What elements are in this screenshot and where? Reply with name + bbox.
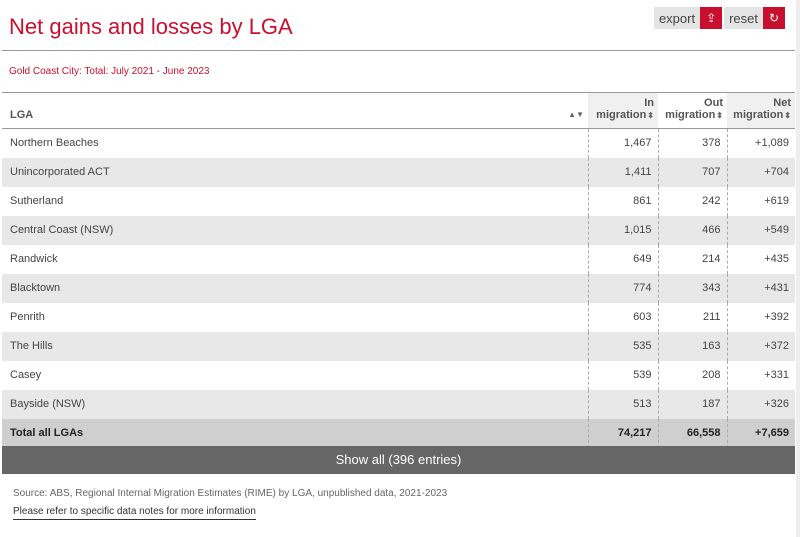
cell-out: 343 [657,273,727,303]
table-row: Unincorporated ACT 1,411 707 +704 [2,157,795,187]
cell-in: 513 [587,389,658,419]
table-row: Randwick 649 214 +435 [2,244,795,274]
cell-net: +704 [726,157,795,187]
cell-net: +431 [726,273,795,303]
lga-table: LGA ▲▼ In migration⬍ Out migration⬍ Net migr… [2,92,795,448]
cell-net: +331 [726,360,795,390]
cell-lga: Sutherland [10,195,64,207]
cell-in: 649 [587,244,658,274]
cell-net: +372 [726,331,795,361]
cell-out: 163 [657,331,727,361]
scrollbar[interactable] [796,0,800,537]
cell-net: +619 [726,186,795,216]
cell-in: 1,015 [587,215,658,245]
cell-net: +392 [726,302,795,332]
cell-in: 535 [587,331,658,361]
table-row: Sutherland 861 242 +619 [2,186,795,216]
cell-out: 378 [657,128,727,158]
header-label: Net [773,97,791,109]
cell-out: 707 [657,157,727,187]
reset-button[interactable]: reset ↻ [724,7,785,29]
cell-net: +549 [726,215,795,245]
table-row: Central Coast (NSW) 1,015 466 +549 [2,215,795,245]
header-label: Out [704,97,723,109]
sort-icon[interactable]: ▲▼ [568,109,584,119]
export-icon: ⇪ [700,7,723,29]
cell-out: 211 [657,302,727,332]
total-row: Total all LGAs 74,217 66,558 +7,659 [2,418,795,448]
cell-net: +326 [726,389,795,419]
divider [2,50,795,51]
cell-lga: The Hills [10,340,53,352]
header-label: migration [665,109,716,121]
column-header-lga[interactable]: LGA ▲▼ [2,93,588,129]
cell-lga: Casey [10,369,42,381]
sort-icon[interactable]: ⬍ [716,111,723,120]
table-row: Blacktown 774 343 +431 [2,273,795,303]
cell-lga: Randwick [10,253,58,265]
column-header-out[interactable]: Out migration⬍ [658,92,727,129]
export-button[interactable]: export ⇪ [653,7,723,29]
cell-in: 603 [587,302,658,332]
cell-net: +435 [726,244,795,274]
cell-lga: Blacktown [10,282,61,294]
cell-in: 861 [587,186,658,216]
cell-net: +1,089 [726,128,795,158]
table-row: Casey 539 208 +331 [2,360,795,390]
column-header-net[interactable]: Net migration⬍ [727,92,795,129]
cell-lga: Unincorporated ACT [10,166,110,178]
header-label: In [644,97,654,109]
cell-out: 66,558 [657,418,727,448]
cell-in: 1,411 [587,157,658,187]
show-all-button[interactable]: Show all (396 entries) [2,446,795,474]
reset-label: reset [729,10,758,26]
cell-lga: Penrith [10,311,45,323]
toolbar: export ⇪ reset ↻ [653,7,785,29]
cell-out: 214 [657,244,727,274]
cell-net: +7,659 [726,418,795,448]
reset-icon: ↻ [763,7,785,29]
cell-out: 466 [657,215,727,245]
table-row: The Hills 535 163 +372 [2,331,795,361]
cell-in: 539 [587,360,658,390]
column-header-in[interactable]: In migration⬍ [588,92,658,129]
cell-out: 208 [657,360,727,390]
cell-in: 774 [587,273,658,303]
sort-icon[interactable]: ⬍ [784,111,791,120]
cell-lga: Total all LGAs [10,427,84,439]
cell-lga: Northern Beaches [10,137,99,150]
cell-out: 187 [657,389,727,419]
header-label: LGA [10,108,34,121]
export-label: export [658,10,696,26]
page-title: Net gains and losses by LGA [9,14,293,39]
cell-out: 242 [657,186,727,216]
table-row: Northern Beaches 1,467 378 +1,089 [2,128,795,158]
table-row: Bayside (NSW) 513 187 +326 [2,389,795,419]
cell-lga: Bayside (NSW) [10,398,86,410]
cell-lga: Central Coast (NSW) [10,224,114,236]
cell-in: 74,217 [587,418,658,448]
table-row: Penrith 603 211 +392 [2,302,795,332]
data-notes-link[interactable]: Please refer to specific data notes for … [13,506,256,520]
header-label: migration [596,109,647,121]
source-text: Source: ABS, Regional Internal Migration… [13,488,448,499]
cell-in: 1,467 [587,128,658,158]
header-label: migration [733,109,784,121]
subtitle: Gold Coast City: Total: July 2021 - June… [9,66,210,77]
sort-icon[interactable]: ⬍ [647,111,654,120]
